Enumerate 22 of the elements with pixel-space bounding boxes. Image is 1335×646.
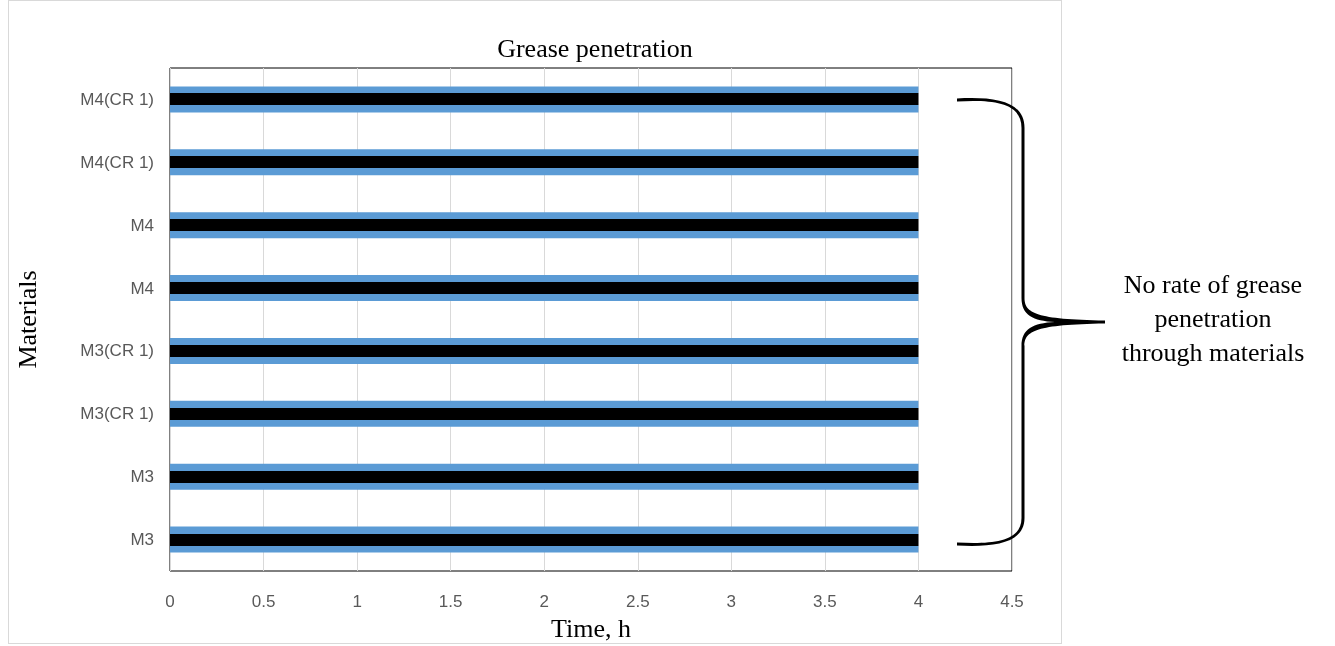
- y-tick-label: M3: [130, 530, 154, 550]
- y-tick-label: M3(CR 1): [80, 341, 154, 361]
- y-tick-label: M4: [130, 215, 154, 235]
- y-axis-title: Materials: [12, 270, 42, 369]
- x-tick-label: 1: [352, 592, 362, 611]
- chart-title: Grease penetration: [497, 33, 693, 63]
- y-tick-label: M4: [130, 278, 154, 298]
- y-tick-label: M3(CR 1): [80, 404, 154, 424]
- x-tick-label: 2: [539, 592, 549, 611]
- x-tick-label: 2.5: [625, 592, 650, 611]
- x-tick-label: 4.5: [1000, 592, 1024, 611]
- y-tick-label: M3: [130, 467, 154, 487]
- y-tick-label: M4(CR 1): [80, 89, 154, 109]
- x-tick-label: 3: [726, 592, 737, 611]
- x-tick-label: 3.5: [813, 592, 837, 611]
- x-tick-label: 0: [165, 592, 175, 611]
- x-axis-title: Time, h: [551, 613, 631, 643]
- text: No rate of grease penetration through materials: [1120, 269, 1306, 369]
- x-tick-label: 4: [913, 592, 924, 611]
- y-tick-label: M4(CR 1): [80, 152, 154, 172]
- x-tick-label: 1.5: [438, 592, 463, 611]
- x-tick-label: 0.5: [251, 592, 276, 611]
